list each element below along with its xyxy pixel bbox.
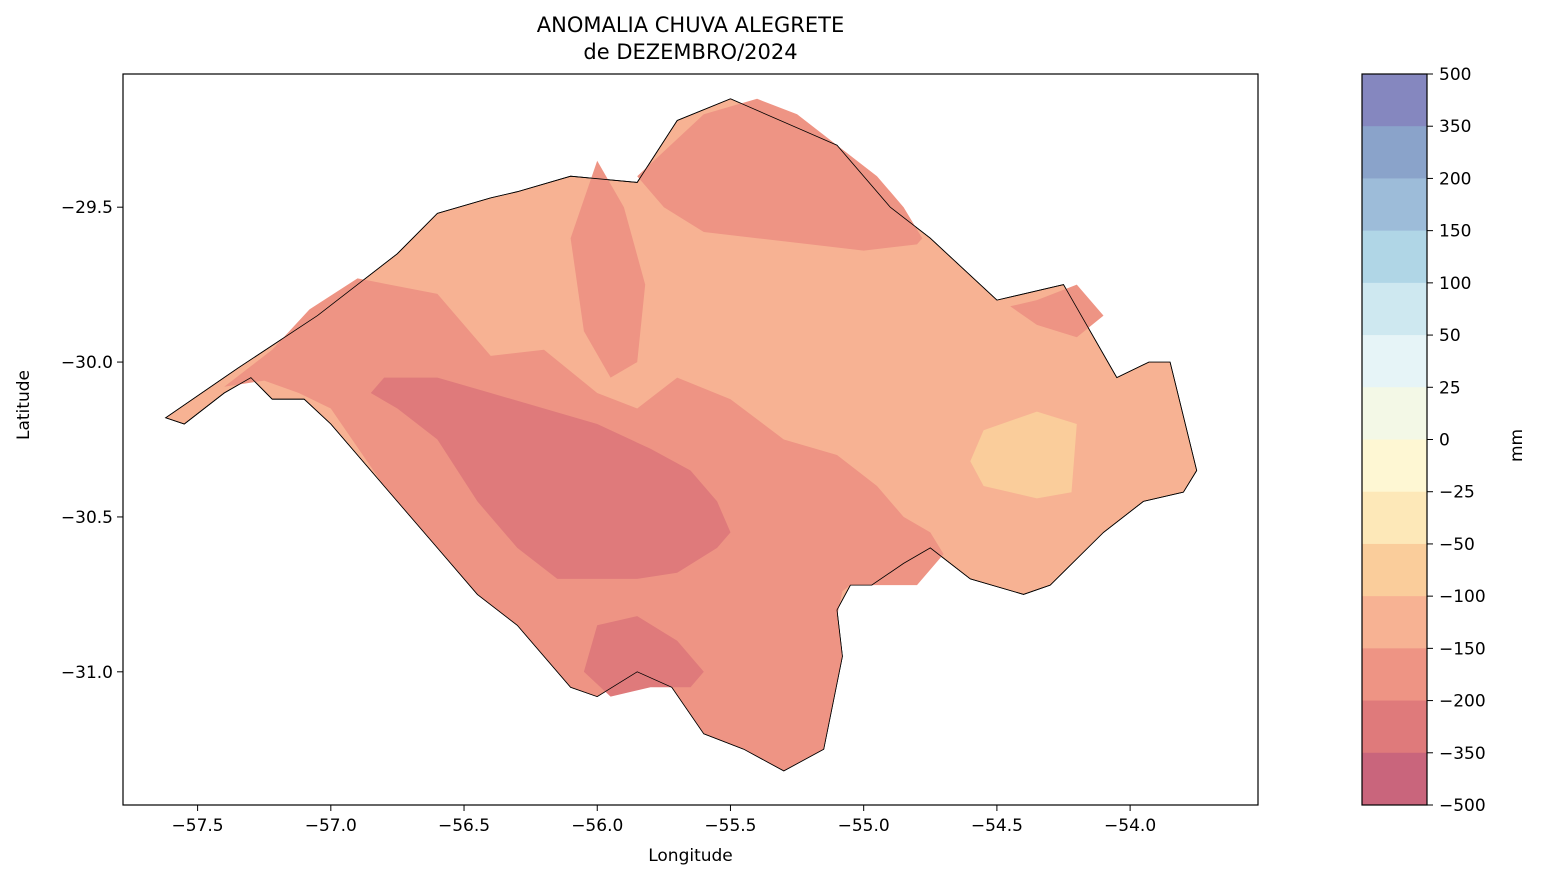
colorbar-segment (1362, 74, 1427, 127)
anomaly-region (970, 411, 1077, 499)
x-tick-label: −54.0 (1104, 816, 1156, 836)
colorbar-tick-label: 200 (1439, 169, 1471, 189)
region-outline (164, 98, 1198, 772)
colorbar-tick-label: −150 (1439, 639, 1486, 659)
colorbar-segment (1362, 439, 1427, 493)
colorbar-tick-label: −500 (1439, 796, 1486, 816)
colorbar-tick-label: −50 (1439, 535, 1475, 555)
x-tick-label: −57.0 (305, 816, 357, 836)
y-tick-label: −31.0 (61, 663, 113, 683)
colorbar-tick-label: −100 (1439, 587, 1486, 607)
colorbar-tick-label: 500 (1439, 65, 1471, 85)
colorbar-segment (1362, 178, 1427, 232)
colorbar-tick-label: 100 (1439, 274, 1471, 294)
y-axis: −29.5 −30.0 −30.5 −31.0 (61, 198, 123, 683)
colorbar-segment (1362, 282, 1427, 336)
colorbar-tick-label: 50 (1439, 326, 1461, 346)
colorbar-tick-label: 0 (1439, 431, 1450, 451)
colorbar-segment (1362, 491, 1427, 545)
colorbar-tick-label: −350 (1439, 744, 1486, 764)
colorbar-segment (1362, 752, 1427, 806)
colorbar-tick-label: 350 (1439, 117, 1471, 137)
colorbar-segment (1362, 335, 1427, 388)
colorbar-segment (1362, 387, 1427, 440)
anomaly-region (370, 377, 731, 579)
colorbar-segment (1362, 543, 1427, 597)
plot-frame (122, 73, 1259, 806)
colorbar-tick-label: −25 (1439, 483, 1475, 503)
colorbar-segment (1362, 648, 1427, 702)
colorbar-label: mm (1507, 428, 1527, 462)
y-tick-label: −30.0 (61, 353, 113, 373)
y-axis-label: Latitude (14, 370, 34, 440)
chart-title: ANOMALIA CHUVA ALEGRETE de DEZEMBRO/2024 (123, 12, 1258, 66)
anomaly-region (637, 98, 923, 251)
y-tick-label: −30.5 (61, 508, 113, 528)
x-tick-label: −56.5 (438, 816, 490, 836)
x-tick-label: −54.5 (971, 816, 1023, 836)
anomaly-region (583, 616, 704, 697)
x-axis-label: Longitude (648, 846, 733, 866)
x-tick-label: −55.0 (838, 816, 890, 836)
colorbar: 500 350 200 150 100 50 25 0 −25 −50 −100 −150 −200 −3… (1361, 65, 1486, 816)
chart-title-line1: ANOMALIA CHUVA ALEGRETE (536, 13, 845, 37)
colorbar-tick-label: 25 (1439, 378, 1461, 398)
chart-title-line2: de DEZEMBRO/2024 (583, 40, 798, 64)
colorbar-segment (1362, 700, 1427, 754)
anomaly-regions (164, 98, 1198, 772)
colorbar-tick-label: −200 (1439, 692, 1486, 712)
y-tick-label: −29.5 (61, 198, 113, 218)
x-axis: −57.5 −57.0 −56.5 −56.0 −55.5 −55.0 −54.5 −54.0 (172, 805, 1156, 836)
colorbar-tick-label: 150 (1439, 222, 1471, 242)
colorbar-segment (1362, 230, 1427, 284)
x-tick-label: −56.0 (571, 816, 623, 836)
anomaly-region (570, 160, 646, 378)
x-tick-label: −57.5 (172, 816, 224, 836)
x-tick-label: −55.5 (704, 816, 756, 836)
colorbar-segment (1362, 596, 1427, 649)
anomaly-region (1010, 284, 1104, 338)
colorbar-segment (1362, 126, 1427, 179)
